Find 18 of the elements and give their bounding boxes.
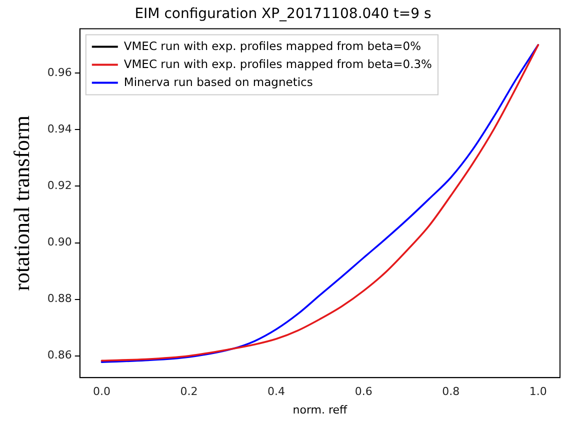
y-tick-label: 0.88 xyxy=(47,292,72,306)
y-tick-label: 0.86 xyxy=(47,348,72,362)
x-tick-label: 1.0 xyxy=(529,385,547,398)
x-tick-label: 0.0 xyxy=(92,385,110,398)
x-axis-title: norm. reff xyxy=(292,403,348,416)
legend-label: VMEC run with exp. profiles mapped from beta=0% xyxy=(124,38,422,53)
legend-label: VMEC run with exp. profiles mapped from beta=0.3% xyxy=(124,56,432,71)
y-tick-label: 0.94 xyxy=(47,122,72,136)
legend-label: Minerva run based on magnetics xyxy=(124,74,313,89)
chart-title: EIM configuration XP_20171108.040 t=9 s xyxy=(134,6,432,22)
y-tick-label: 0.92 xyxy=(47,179,72,192)
y-tick-label: 0.96 xyxy=(47,66,72,80)
x-tick-label: 0.6 xyxy=(354,385,372,398)
y-tick-label: 0.90 xyxy=(47,236,72,249)
y-axis-title: rotational transform xyxy=(8,116,34,291)
x-tick-label: 0.8 xyxy=(442,385,460,398)
x-tick-label: 0.4 xyxy=(268,385,286,398)
x-tick-label: 0.2 xyxy=(180,385,198,398)
